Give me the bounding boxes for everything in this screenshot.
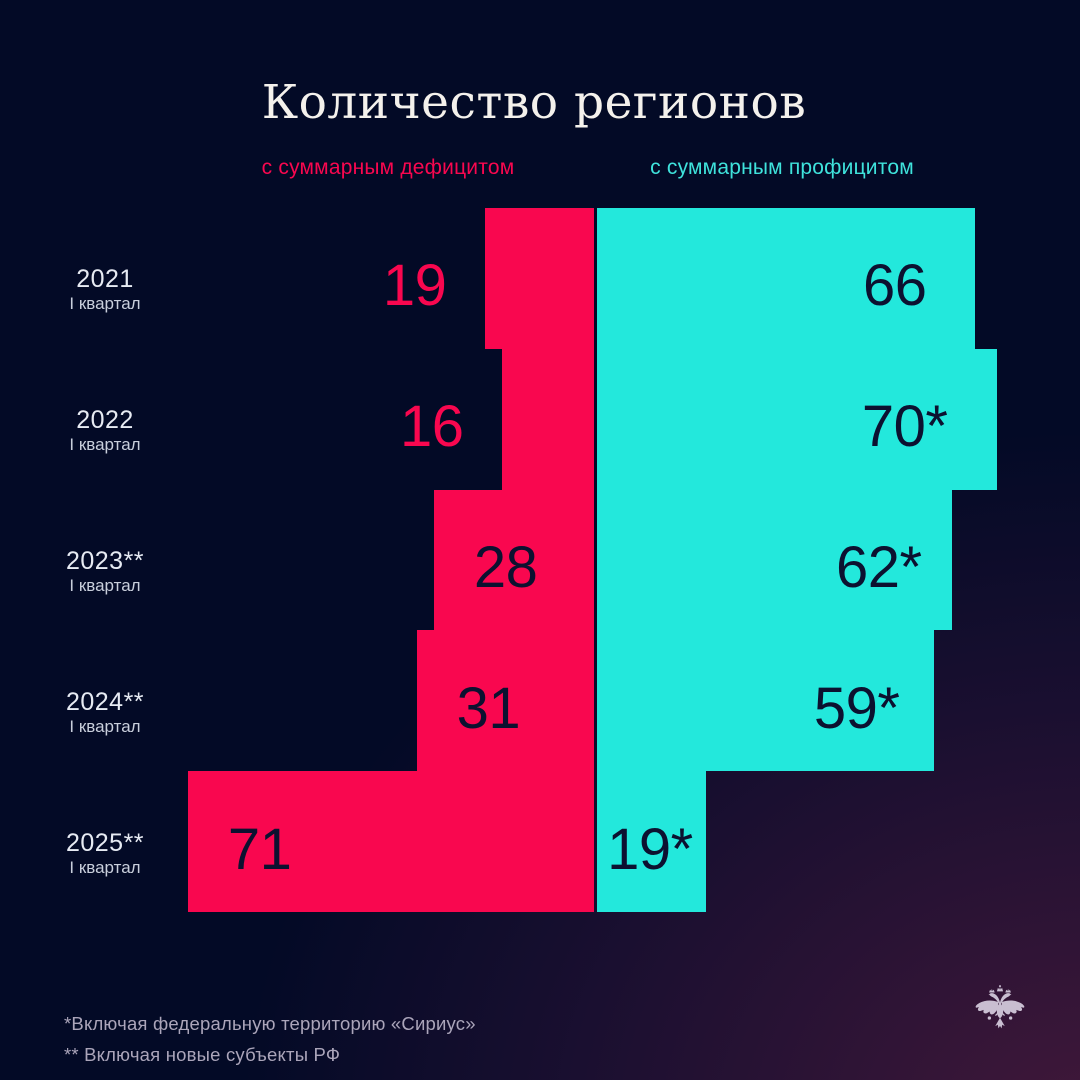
quarter-text: I квартал [69, 294, 141, 314]
legend-surplus: с суммарным профицитом [650, 156, 914, 179]
deficit-bar [416, 630, 594, 772]
deficit-bar [502, 348, 594, 490]
surplus-bar [597, 489, 952, 631]
year-label: 2022 I квартал [18, 407, 192, 455]
deficit-bar [485, 208, 594, 349]
year-text: 2022 [76, 406, 134, 435]
surplus-value: 70* [861, 394, 948, 460]
quarter-text: I квартал [69, 857, 141, 877]
deficit-value: 19 [382, 253, 447, 319]
surplus-bar [597, 630, 935, 772]
surplus-bar [597, 771, 706, 912]
year-text: 2023** [65, 547, 145, 575]
surplus-bar [597, 208, 975, 349]
surplus-value: 59* [813, 675, 900, 741]
year-label: 2021 I квартал [18, 266, 192, 314]
legend-deficit: с суммарным дефицитом [261, 156, 515, 179]
surplus-value: 66 [863, 253, 927, 319]
chart-title: Количество регионов [261, 75, 807, 131]
deficit-value: 16 [399, 394, 464, 460]
year-text: 2024** [65, 687, 145, 716]
deficit-bar [187, 771, 594, 912]
deficit-bar [433, 489, 594, 631]
footnote-new-subjects: ** Включая новые субъекты РФ [64, 1044, 341, 1065]
double-headed-eagle-logo [975, 985, 1025, 1029]
surplus-value: 62* [836, 535, 922, 600]
deficit-value: 31 [456, 675, 521, 741]
surplus-value: 19* [607, 816, 693, 882]
quarter-text: I квартал [69, 716, 141, 736]
deficit-value: 28 [473, 535, 538, 600]
year-text: 2025** [65, 828, 145, 857]
year-label: 2023** I квартал [18, 548, 192, 596]
quarter-text: I квартал [69, 576, 141, 595]
year-text: 2021 [76, 265, 134, 294]
year-label: 2024** I квартал [18, 687, 192, 737]
footnotes: *Включая федеральную территорию «Сириус»… [64, 1008, 476, 1070]
surplus-bar [597, 348, 998, 490]
year-label: 2025** I квартал [18, 828, 192, 878]
deficit-value: 71 [227, 816, 292, 882]
quarter-text: I квартал [69, 435, 141, 455]
footnote-sirius: *Включая федеральную территорию «Сириус» [64, 1013, 476, 1034]
